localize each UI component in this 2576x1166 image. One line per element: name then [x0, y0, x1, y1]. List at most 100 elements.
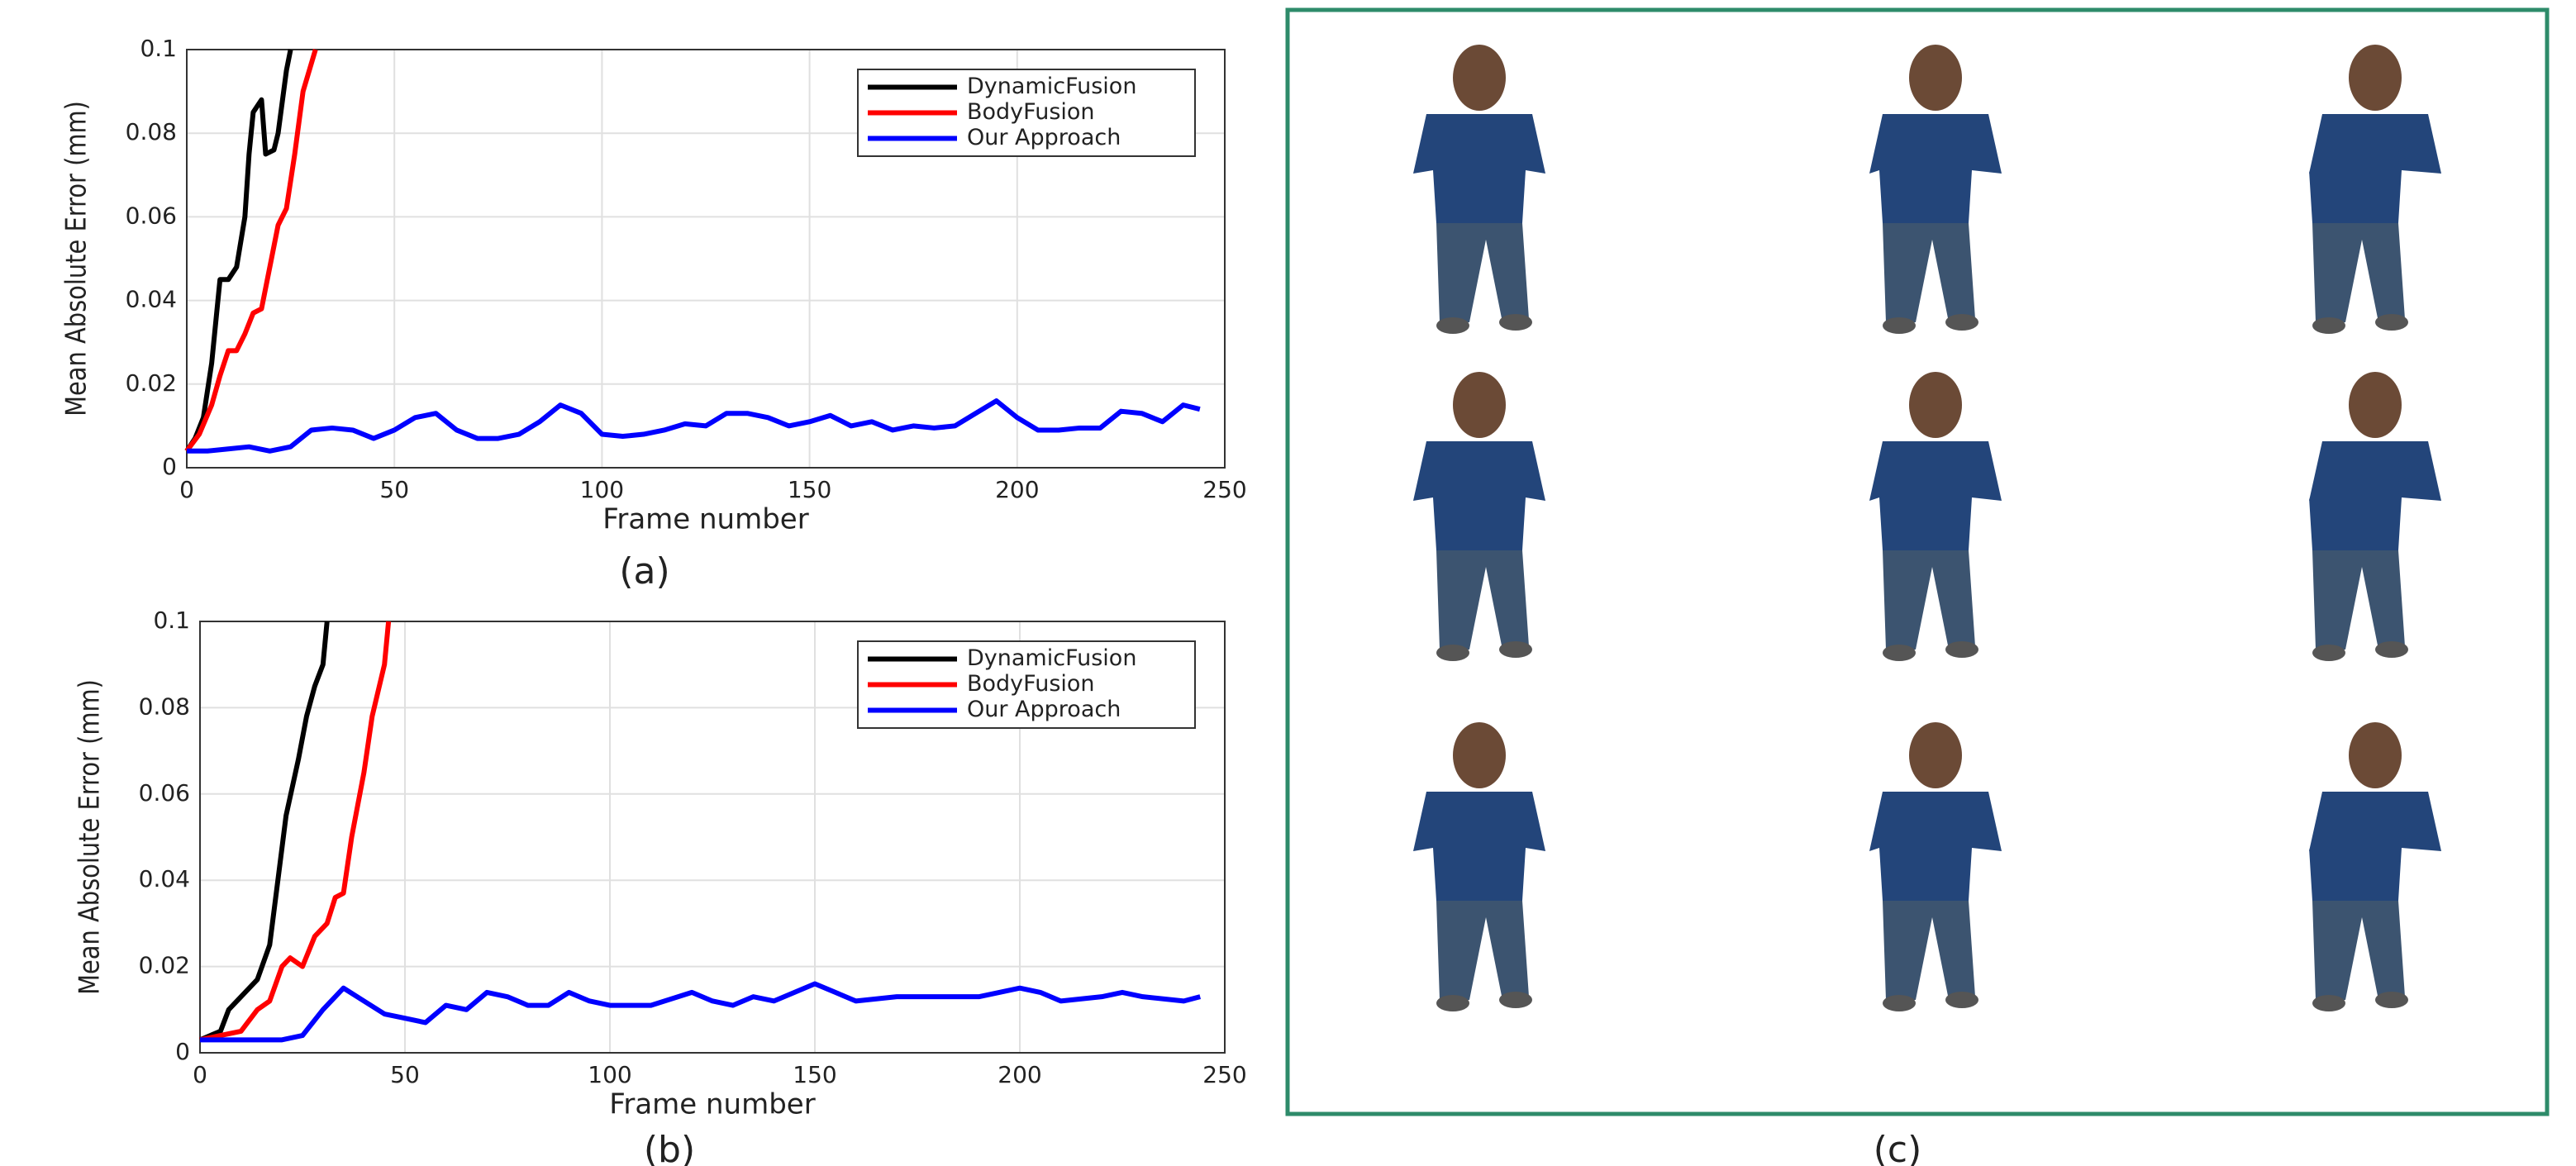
torso	[1869, 114, 2002, 223]
x-tick-label: 250	[1202, 476, 1246, 503]
legs	[2312, 550, 2405, 650]
shoe	[2375, 641, 2408, 658]
x-axis-label: Frame number	[609, 1088, 815, 1121]
shoe	[1945, 314, 1978, 331]
series-line	[184, 49, 318, 453]
shoe	[1499, 992, 1532, 1008]
shoe	[1945, 641, 1978, 658]
shoe	[1436, 317, 1469, 334]
plot-frame	[186, 49, 1226, 469]
head	[1909, 45, 1962, 111]
figure-render	[2309, 45, 2441, 334]
legs	[1436, 223, 1529, 322]
torso	[2309, 441, 2441, 550]
legend-label: DynamicFusion	[967, 645, 1136, 671]
y-tick-label: 0	[175, 1038, 190, 1065]
series-line	[187, 398, 1201, 454]
x-tick-label: 100	[580, 476, 624, 503]
y-tick-label: 0.06	[139, 779, 190, 807]
torso	[1413, 114, 1545, 223]
torso	[1413, 792, 1545, 901]
series-line	[200, 981, 1202, 1043]
legs	[1436, 901, 1529, 1000]
head	[1909, 722, 1962, 788]
shoe	[2312, 645, 2345, 661]
y-tick-label: 0.08	[139, 692, 190, 720]
legend-label: BodyFusion	[967, 99, 1095, 125]
y-tick-label: 0.1	[153, 607, 190, 634]
x-tick-label: 250	[1202, 1061, 1246, 1088]
y-tick-label: 0	[162, 453, 177, 480]
legend-label: Our Approach	[967, 125, 1121, 150]
figure-render	[1413, 722, 1545, 1011]
x-tick-label: 150	[793, 1061, 836, 1088]
torso	[1869, 441, 2002, 550]
x-tick-label: 200	[995, 476, 1039, 503]
head	[2349, 722, 2402, 788]
legend-label: BodyFusion	[967, 671, 1095, 697]
x-tick-label: 50	[390, 1061, 420, 1088]
figure-render	[1413, 372, 1545, 661]
torso	[1413, 441, 1545, 550]
legend-box	[857, 69, 1196, 157]
y-tick-label: 0.08	[126, 118, 177, 145]
figure-render	[1869, 722, 2002, 1011]
image-panel-frame	[1285, 7, 2550, 1116]
head	[2349, 45, 2402, 111]
y-tick-label: 0.04	[126, 286, 177, 313]
figure-render	[2309, 722, 2441, 1011]
legend-label: DynamicFusion	[967, 74, 1136, 99]
head	[1909, 372, 1962, 438]
series-line	[199, 621, 392, 1043]
x-tick-label: 100	[588, 1061, 631, 1088]
caption: (a)	[619, 550, 669, 593]
y-axis-label: Mean Absolute Error (mm)	[74, 679, 107, 995]
x-tick-label: 50	[379, 476, 409, 503]
shoe	[1436, 995, 1469, 1011]
legs	[1436, 550, 1529, 650]
legs	[1883, 223, 1975, 322]
y-axis-label: Mean Absolute Error (mm)	[61, 101, 93, 416]
shoe	[1945, 992, 1978, 1008]
y-tick-label: 0.1	[140, 35, 177, 62]
torso	[2309, 114, 2441, 223]
x-tick-label: 200	[998, 1061, 1041, 1088]
legs	[2312, 901, 2405, 1000]
shoe	[2312, 995, 2345, 1011]
series-line	[184, 49, 293, 453]
shoe	[1436, 645, 1469, 661]
shoe	[1883, 317, 1916, 334]
figure-render	[2309, 372, 2441, 661]
torso	[1869, 792, 2002, 901]
series-line	[198, 621, 330, 1043]
legs	[2312, 223, 2405, 322]
x-axis-label: Frame number	[602, 503, 808, 536]
caption: (b)	[644, 1129, 695, 1166]
legend-label: Our Approach	[967, 697, 1121, 722]
x-tick-label: 150	[788, 476, 831, 503]
shoe	[1499, 641, 1532, 658]
y-tick-label: 0.04	[139, 865, 190, 892]
shoe	[2312, 317, 2345, 334]
figure-render	[1869, 45, 2002, 334]
x-tick-label: 0	[179, 476, 194, 503]
y-tick-label: 0.02	[139, 952, 190, 979]
y-tick-label: 0.06	[126, 202, 177, 229]
x-tick-label: 0	[193, 1061, 207, 1088]
plot-frame	[199, 621, 1226, 1054]
head	[1453, 722, 1506, 788]
shoe	[1883, 645, 1916, 661]
y-tick-label: 0.02	[126, 369, 177, 397]
shoe	[1499, 314, 1532, 331]
shoe	[2375, 992, 2408, 1008]
head	[2349, 372, 2402, 438]
figure-render	[1413, 45, 1545, 334]
legs	[1883, 550, 1975, 650]
shoe	[1883, 995, 1916, 1011]
figure-render	[1869, 372, 2002, 661]
head	[1453, 45, 1506, 111]
legs	[1883, 901, 1975, 1000]
shoe	[2375, 314, 2408, 331]
